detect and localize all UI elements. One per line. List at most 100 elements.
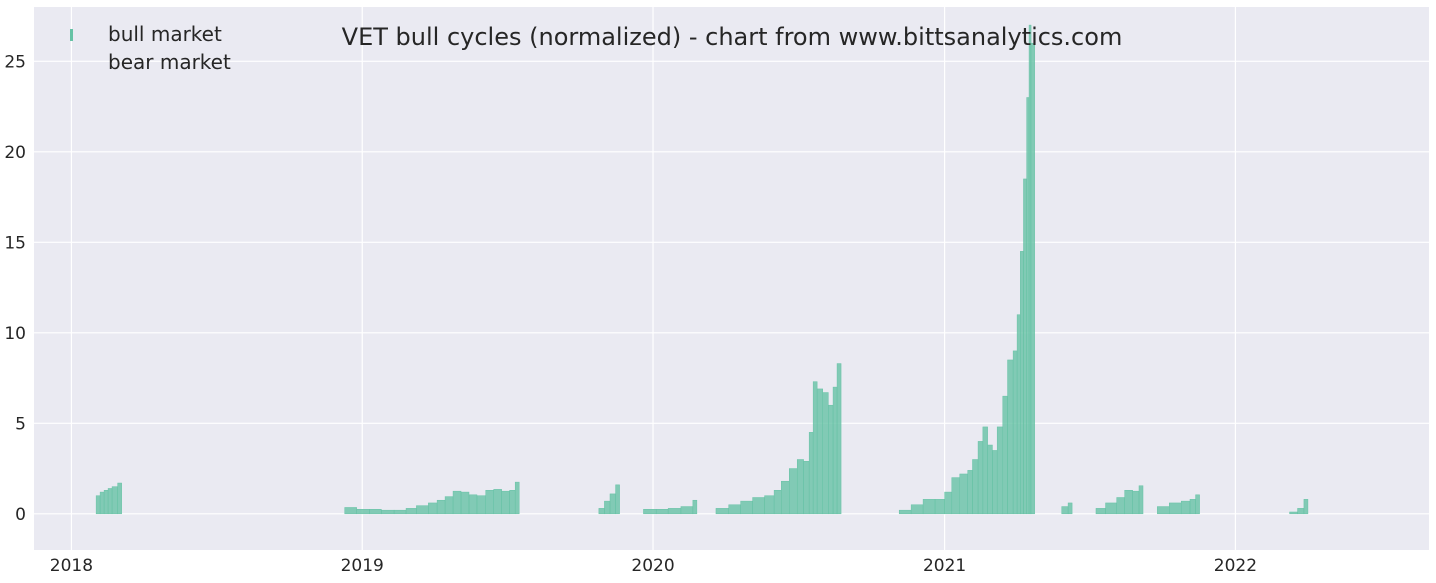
x-tick-label: 2022 [1214,556,1257,576]
bull-bar [514,481,520,515]
bull-bar [1157,506,1170,515]
bull-bar [381,509,395,515]
bull-market-series [95,24,1309,515]
bull-bar [822,392,829,515]
bull-bar [992,450,998,515]
bull-bar [1297,508,1305,515]
bull-bar [764,495,775,515]
bull-bar [934,499,945,515]
bull-bar [356,509,370,515]
bull-bar [773,490,782,515]
plot-area [34,7,1429,550]
bull-bar [436,499,446,515]
bull-bar [452,490,462,515]
bull-bar [369,509,382,515]
bull-bar [609,493,616,515]
bull-bar [1105,502,1117,515]
bull-bar [416,505,429,515]
x-tick-labels: 2018 2019 2020 2021 2022 [50,556,1257,576]
bull-bar [667,508,682,515]
bull-bar [1023,178,1027,515]
bull-bar [111,486,118,515]
bull-bar [468,494,478,515]
bull-bar [1116,497,1125,515]
bull-bar [460,491,470,515]
bull-bar [740,500,753,515]
x-tick-label: 2019 [341,556,384,576]
bull-bar [344,507,357,515]
bull-bar [1180,500,1191,515]
bull-bar [485,490,494,515]
legend: bull market bear market [70,22,231,74]
bull-bar [836,363,842,515]
bull-bar [898,509,912,515]
bull-bar [501,490,510,515]
y-tick-labels: 0 5 10 15 20 25 [4,52,26,525]
bull-bar [1067,502,1073,515]
bull-bar [1007,359,1014,515]
bull-bar [944,491,953,515]
bull-bar [692,499,698,515]
bull-bar [1303,499,1309,515]
chart-title: VET bull cycles (normalized) - chart fro… [342,23,1123,51]
bull-bar [1030,42,1035,515]
bull-bar [1095,508,1106,515]
bull-bar [1061,506,1069,515]
bull-bar [1026,97,1030,515]
y-tick-label: 10 [4,324,26,344]
bull-bar [99,491,105,515]
bull-bar [428,502,438,515]
bull-bar [987,444,993,515]
bull-bar [1195,494,1200,515]
x-tick-label: 2020 [631,556,674,576]
x-gridlines [70,7,1237,550]
bull-bar [393,509,407,515]
bull-bar [977,441,984,515]
bull-bar [715,508,729,515]
bull-bar [728,504,741,515]
bull-bar [972,459,979,515]
bull-bar [828,404,834,515]
bull-bar [598,508,605,515]
bull-bar [95,495,101,515]
bull-bar [643,509,657,515]
y-tick-label: 0 [15,505,26,525]
bull-bar [752,497,765,515]
bull-bar [781,480,790,515]
bull-bar [1002,395,1008,515]
legend-bear-label: bear market [108,50,231,74]
bull-bar [832,386,838,515]
bull-bar [1138,485,1144,515]
bull-bar [117,482,122,515]
bull-bar [444,496,454,515]
y-tick-label: 15 [4,233,26,253]
bull-bar [604,500,611,515]
y-tick-label: 5 [15,414,26,434]
y-tick-label: 25 [4,52,26,72]
legend-bull-label: bull market [108,22,222,46]
bull-bar [1124,490,1133,515]
bull-bar [476,495,486,515]
bull-bar [1132,490,1140,515]
bull-bar [103,490,109,515]
bull-bar [615,484,620,515]
bull-bar [1012,350,1018,515]
y-tick-label: 20 [4,143,26,163]
bull-bar [1020,251,1024,515]
bull-bar [922,499,936,515]
bull-bar [996,426,1004,515]
bull-bar [816,388,823,515]
bull-bar [655,509,669,515]
bull-bar [812,381,818,515]
bull-bar [951,477,961,515]
bull-bar [493,489,502,515]
bull-bar [803,461,810,515]
bull-bar [405,508,417,515]
bull-bar [680,506,694,515]
bull-bar [1189,499,1196,515]
bull-bar [1169,502,1182,515]
bull-bar [967,470,973,515]
bull-bar [982,426,988,515]
x-tick-label: 2018 [50,556,93,576]
